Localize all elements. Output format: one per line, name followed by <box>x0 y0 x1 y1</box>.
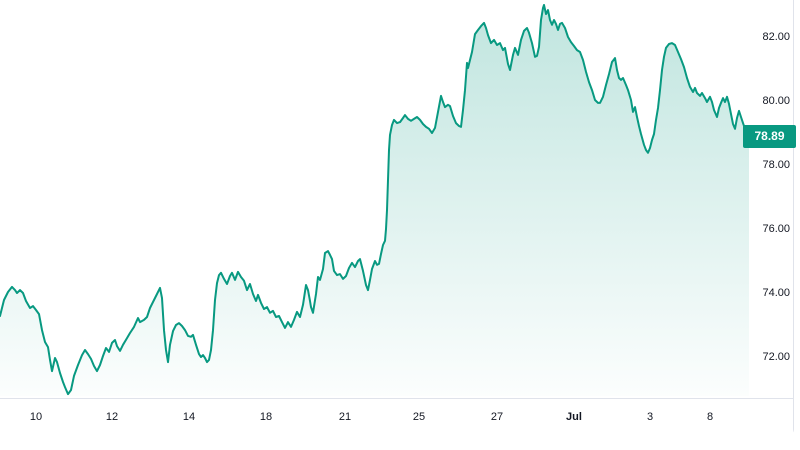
y-axis-label: 76.00 <box>762 223 790 235</box>
chart-widget: 82.00 80.00 78.00 76.00 74.00 72.00 10 12 14 18 2… <box>0 0 796 435</box>
x-axis-label: 12 <box>105 411 119 423</box>
y-axis-label: 74.00 <box>762 287 790 299</box>
y-axis-label: 78.00 <box>762 159 790 171</box>
y-axis-label: 82.00 <box>762 31 790 43</box>
y-axis-label: 72.00 <box>762 351 790 363</box>
price-line <box>0 4 750 396</box>
x-axis-label: 25 <box>412 411 426 423</box>
price-axis[interactable]: 82.00 80.00 78.00 76.00 74.00 72.00 <box>747 0 793 398</box>
x-axis-label: 14 <box>182 411 196 423</box>
x-axis-label: 8 <box>706 411 714 423</box>
last-price-badge: 78.89 <box>743 125 796 148</box>
x-axis-label: 18 <box>259 411 273 423</box>
price-chart-canvas[interactable] <box>0 0 793 434</box>
x-axis-label: 21 <box>338 411 352 423</box>
time-axis[interactable]: 10 12 14 18 21 25 27 Jul 3 8 <box>0 398 793 435</box>
price-area-fill <box>0 5 749 396</box>
x-axis-label: 10 <box>29 411 43 423</box>
x-axis-label: Jul <box>566 411 582 423</box>
x-axis-label: 3 <box>646 411 654 423</box>
y-axis-label: 80.00 <box>762 95 790 107</box>
x-axis-label: 27 <box>490 411 504 423</box>
